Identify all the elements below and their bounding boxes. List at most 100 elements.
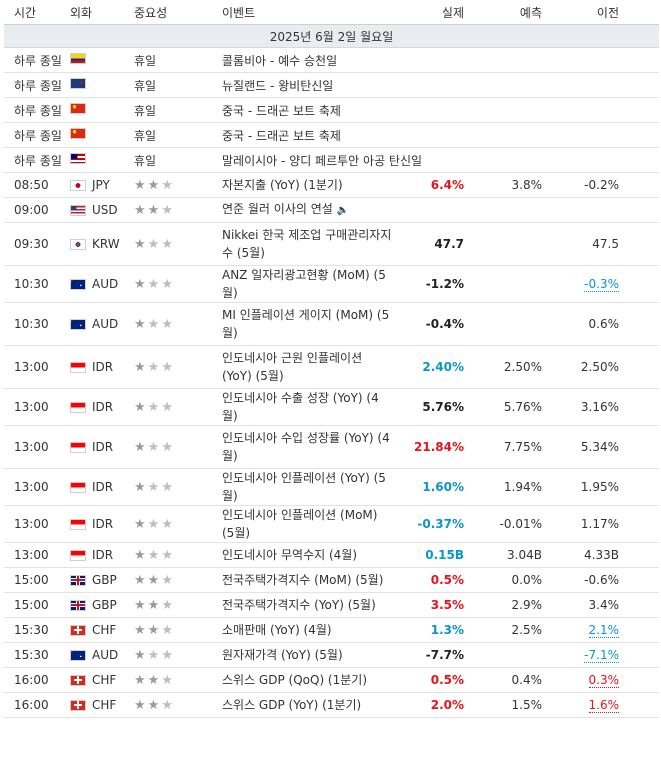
previous-text[interactable]: 0.3% — [588, 673, 619, 688]
event-row[interactable]: 16:00 CHF ★★★ 스위스 GDP (QoQ) (1분기) 0.5% 0… — [4, 667, 659, 693]
event-row[interactable]: 10:30 AUD ★★★ MI 인플레이션 게이지 (MoM) (5월) -0… — [4, 302, 659, 346]
header-currency[interactable]: 외화 — [70, 0, 134, 25]
header-actual[interactable]: 실제 — [400, 0, 464, 25]
event-row[interactable]: 13:00 IDR ★★★ 인도네시아 인플레이션 (MoM) (5월) -0.… — [4, 505, 659, 543]
previous-text: 5.34% — [580, 440, 619, 454]
star-icon: ★ — [161, 622, 175, 638]
importance-stars: ★★★ — [134, 542, 222, 568]
event-time: 15:30 — [4, 617, 70, 643]
event-row[interactable]: 15:30 CHF ★★★ 소매판매 (YoY) (4월) 1.3% 2.5% … — [4, 617, 659, 643]
event-name[interactable]: 자본지출 (YoY) (1분기) — [222, 172, 400, 198]
previous-value: 0.3% — [542, 667, 619, 693]
event-row[interactable]: 13:00 IDR ★★★ 인도네시아 근원 인플레이션 (YoY) (5월) … — [4, 345, 659, 389]
previous-text: -0.2% — [584, 178, 619, 192]
holiday-row[interactable]: 하루 종일 휴일 뉴질랜드 - 왕비탄신일 — [4, 72, 659, 98]
event-name[interactable]: 인도네시아 인플레이션 (MoM) (5월) — [222, 505, 400, 543]
previous-value: 4.33B — [542, 542, 619, 568]
event-name[interactable]: Nikkei 한국 제조업 구매관리자지수 (5월) — [222, 222, 400, 266]
holiday-event[interactable]: 중국 - 드래곤 보트 축제 — [222, 122, 659, 148]
event-title[interactable]: 소매판매 (YoY) (4월) — [222, 623, 332, 637]
previous-text[interactable]: -0.3% — [584, 277, 619, 292]
event-title[interactable]: 연준 월러 이사의 연설 — [222, 202, 333, 216]
event-title[interactable]: 전국주택가격지수 (YoY) (5월) — [222, 598, 376, 612]
event-row[interactable]: 09:00 USD ★★★ 연준 월러 이사의 연설 🔈 — [4, 197, 659, 223]
speaker-icon[interactable]: 🔈 — [336, 205, 350, 216]
event-title[interactable]: ANZ 일자리광고현황 (MoM) (5월) — [222, 268, 386, 300]
event-name[interactable]: 스위스 GDP (YoY) (1분기) — [222, 692, 400, 718]
event-title[interactable]: 인도네시아 인플레이션 (YoY) (5월) — [222, 471, 386, 503]
header-forecast[interactable]: 예측 — [464, 0, 542, 25]
holiday-flag-cell — [70, 147, 134, 173]
actual-value: 6.4% — [400, 172, 464, 198]
importance-stars: ★★★ — [134, 197, 222, 223]
holiday-row[interactable]: 하루 종일 휴일 중국 - 드래곤 보트 축제 — [4, 97, 659, 123]
previous-text[interactable]: -7.1% — [584, 648, 619, 663]
header-spacer — [619, 0, 659, 25]
header-previous[interactable]: 이전 — [542, 0, 619, 25]
row-spacer — [619, 505, 659, 543]
event-name[interactable]: 인도네시아 수출 성장 (YoY) (4월) — [222, 388, 400, 426]
event-row[interactable]: 08:50 JPY ★★★ 자본지출 (YoY) (1분기) 6.4% 3.8%… — [4, 172, 659, 198]
holiday-event[interactable]: 뉴질랜드 - 왕비탄신일 — [222, 72, 659, 98]
header-time[interactable]: 시간 — [4, 0, 70, 25]
event-name[interactable]: MI 인플레이션 게이지 (MoM) (5월) — [222, 302, 400, 346]
event-title[interactable]: 스위스 GDP (QoQ) (1분기) — [222, 673, 368, 687]
event-title[interactable]: 전국주택가격지수 (MoM) (5월) — [222, 573, 384, 587]
event-row[interactable]: 13:00 IDR ★★★ 인도네시아 무역수지 (4월) 0.15B 3.04… — [4, 542, 659, 568]
event-name[interactable]: 인도네시아 무역수지 (4월) — [222, 542, 400, 568]
event-name[interactable]: 소매판매 (YoY) (4월) — [222, 617, 400, 643]
forecast-value: 3.8% — [464, 172, 542, 198]
event-row[interactable]: 15:00 GBP ★★★ 전국주택가격지수 (MoM) (5월) 0.5% 0… — [4, 567, 659, 593]
previous-text[interactable]: 1.6% — [588, 698, 619, 713]
importance-stars: ★★★ — [134, 642, 222, 668]
previous-value: -0.6% — [542, 567, 619, 593]
header-event[interactable]: 이벤트 — [222, 0, 400, 25]
event-title[interactable]: 인도네시아 무역수지 (4월) — [222, 548, 358, 562]
event-title[interactable]: MI 인플레이션 게이지 (MoM) (5월) — [222, 308, 390, 340]
event-row[interactable]: 09:30 KRW ★★★ Nikkei 한국 제조업 구매관리자지수 (5월)… — [4, 222, 659, 266]
actual-value: 0.5% — [400, 667, 464, 693]
holiday-event[interactable]: 콜롬비아 - 예수 승천일 — [222, 47, 659, 73]
event-name[interactable]: 인도네시아 근원 인플레이션 (YoY) (5월) — [222, 345, 400, 389]
event-title[interactable]: 인도네시아 수출 성장 (YoY) (4월) — [222, 391, 379, 423]
event-row[interactable]: 13:00 IDR ★★★ 인도네시아 수입 성장률 (YoY) (4월) 21… — [4, 425, 659, 469]
star-icon: ★ — [147, 202, 162, 218]
header-importance[interactable]: 중요성 — [134, 0, 222, 25]
event-title[interactable]: 스위스 GDP (YoY) (1분기) — [222, 698, 362, 712]
event-name[interactable]: 인도네시아 수입 성장률 (YoY) (4월) — [222, 425, 400, 469]
holiday-event[interactable]: 말레이시아 - 양디 페르투안 아공 탄신일 — [222, 147, 659, 173]
event-name[interactable]: 전국주택가격지수 (MoM) (5월) — [222, 567, 400, 593]
event-title[interactable]: 인도네시아 인플레이션 (MoM) (5월) — [222, 508, 378, 540]
uk-flag-icon — [70, 599, 86, 611]
event-title[interactable]: 인도네시아 수입 성장률 (YoY) (4월) — [222, 431, 390, 463]
event-name[interactable]: ANZ 일자리광고현황 (MoM) (5월) — [222, 265, 400, 303]
event-name[interactable]: 연준 월러 이사의 연설 🔈 — [222, 197, 400, 223]
currency-cell: AUD — [70, 302, 134, 346]
event-title[interactable]: 자본지출 (YoY) (1분기) — [222, 178, 343, 192]
event-row[interactable]: 16:00 CHF ★★★ 스위스 GDP (YoY) (1분기) 2.0% 1… — [4, 692, 659, 718]
previous-text[interactable]: 2.1% — [588, 623, 619, 638]
previous-value: -0.3% — [542, 265, 619, 303]
event-name[interactable]: 원자재가격 (YoY) (5월) — [222, 642, 400, 668]
star-icon: ★ — [147, 316, 162, 332]
event-row[interactable]: 15:30 AUD ★★★ 원자재가격 (YoY) (5월) -7.7% -7.… — [4, 642, 659, 668]
event-name[interactable]: 전국주택가격지수 (YoY) (5월) — [222, 592, 400, 618]
forecast-value — [464, 197, 542, 223]
event-time: 10:30 — [4, 265, 70, 303]
star-icon: ★ — [147, 622, 162, 638]
event-row[interactable]: 10:30 AUD ★★★ ANZ 일자리광고현황 (MoM) (5월) -1.… — [4, 265, 659, 303]
forecast-value: 1.5% — [464, 692, 542, 718]
holiday-row[interactable]: 하루 종일 휴일 말레이시아 - 양디 페르투안 아공 탄신일 — [4, 147, 659, 173]
holiday-event[interactable]: 중국 - 드래곤 보트 축제 — [222, 97, 659, 123]
forecast-value — [464, 302, 542, 346]
holiday-row[interactable]: 하루 종일 휴일 콜롬비아 - 예수 승천일 — [4, 47, 659, 73]
event-title[interactable]: 원자재가격 (YoY) (5월) — [222, 648, 343, 662]
event-name[interactable]: 스위스 GDP (QoQ) (1분기) — [222, 667, 400, 693]
event-name[interactable]: 인도네시아 인플레이션 (YoY) (5월) — [222, 468, 400, 506]
event-title[interactable]: 인도네시아 근원 인플레이션 (YoY) (5월) — [222, 351, 363, 383]
holiday-row[interactable]: 하루 종일 휴일 중국 - 드래곤 보트 축제 — [4, 122, 659, 148]
event-row[interactable]: 13:00 IDR ★★★ 인도네시아 인플레이션 (YoY) (5월) 1.6… — [4, 468, 659, 506]
event-title[interactable]: Nikkei 한국 제조업 구매관리자지수 (5월) — [222, 228, 392, 260]
event-row[interactable]: 15:00 GBP ★★★ 전국주택가격지수 (YoY) (5월) 3.5% 2… — [4, 592, 659, 618]
event-row[interactable]: 13:00 IDR ★★★ 인도네시아 수출 성장 (YoY) (4월) 5.7… — [4, 388, 659, 426]
